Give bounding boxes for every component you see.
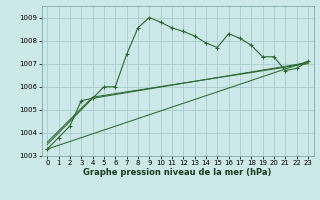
X-axis label: Graphe pression niveau de la mer (hPa): Graphe pression niveau de la mer (hPa): [84, 168, 272, 177]
